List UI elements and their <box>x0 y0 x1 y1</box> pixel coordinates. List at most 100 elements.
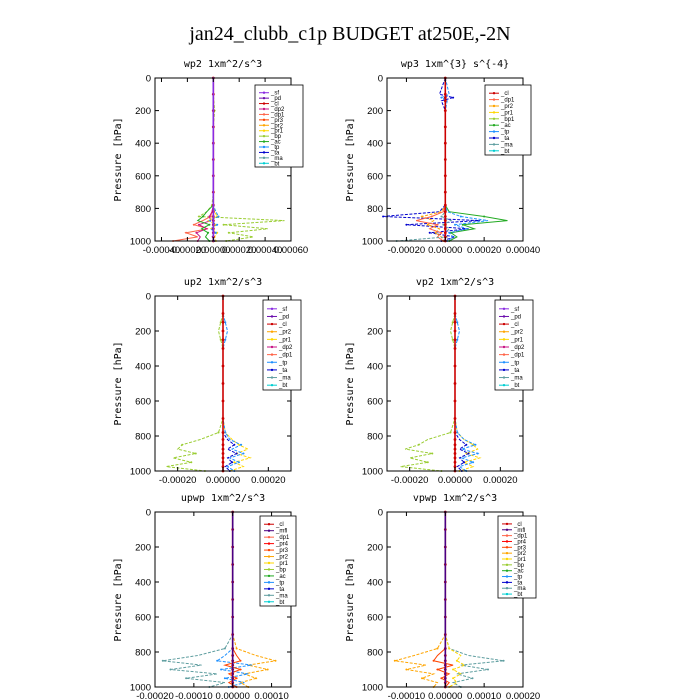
data-point <box>426 223 429 226</box>
x-tick-label: 0.00060 <box>274 245 308 256</box>
y-tick-label: 0 <box>378 74 383 85</box>
data-point <box>459 215 462 218</box>
legend-marker <box>267 535 271 539</box>
data-point <box>443 210 447 214</box>
data-point <box>221 438 225 441</box>
legend-entry: _dp2 <box>510 345 525 351</box>
y-tick-label: 0 <box>378 508 383 519</box>
y-tick-label: 0 <box>378 292 383 303</box>
data-point <box>453 443 457 447</box>
legend: _sf_pd _cl _pr2_pr1 _dp2 _dp1_tp _ta _ma_bt <box>262 299 302 391</box>
legend-entry: _bp1 <box>500 117 515 123</box>
legend-entry: _pr2 <box>510 330 524 336</box>
x-tick-label: -0.00010 <box>388 691 426 700</box>
legend-entry: _sf <box>510 307 519 313</box>
legend-marker <box>505 563 509 567</box>
data-point <box>231 659 234 662</box>
data-point <box>442 223 445 226</box>
series-line-pr3 <box>432 512 454 688</box>
legend: _cl_mfl_dp1_pr4_pr3_pr2_pr1_bp_ac_tp_ta_… <box>497 515 537 599</box>
legend-marker <box>262 140 266 143</box>
legend-marker <box>492 130 496 133</box>
data-point <box>436 647 439 650</box>
data-point <box>487 668 489 671</box>
legend-entry: _ta <box>500 136 510 142</box>
data-point <box>453 329 457 333</box>
data-point <box>221 456 225 460</box>
data-point <box>453 338 457 342</box>
data-point <box>453 431 457 434</box>
data-point <box>212 215 215 218</box>
legend-marker <box>505 557 509 561</box>
series-line-ma <box>162 512 234 688</box>
data-point <box>451 321 454 324</box>
data-point <box>443 99 447 103</box>
data-point <box>456 338 459 341</box>
data-point <box>221 452 225 455</box>
legend-entry: _pr2 <box>275 555 289 561</box>
data-point <box>201 215 204 218</box>
data-point <box>421 215 423 218</box>
legend-marker <box>267 555 271 558</box>
legend-marker <box>502 307 506 311</box>
legend-entry: _pd <box>270 96 281 102</box>
legend-entry: _cl <box>510 322 519 328</box>
data-point <box>443 219 447 223</box>
data-point <box>393 659 396 662</box>
y-axis-label: Pressure [hPa] <box>113 117 124 201</box>
data-point <box>233 443 236 446</box>
legend-entry: _ma <box>513 586 526 592</box>
legend: _cl_mfl_dp1_pr4_pr3_pr2_pr1_bp_ac_tp_ta_… <box>259 515 297 607</box>
y-tick-label: 200 <box>135 543 151 554</box>
data-point <box>274 659 277 662</box>
data-point <box>483 215 486 218</box>
data-point <box>474 443 477 446</box>
legend-entry: _pd <box>278 314 289 320</box>
y-tick-label: 0 <box>146 508 151 519</box>
data-point <box>444 659 447 662</box>
data-point <box>456 321 459 324</box>
legend-entry: _cl <box>278 322 287 328</box>
legend-marker <box>492 143 496 146</box>
legend-marker <box>267 548 271 552</box>
data-point <box>212 223 215 226</box>
x-tick-label: -0.00020 <box>169 245 207 256</box>
series-line-ma <box>396 78 453 242</box>
legend-marker <box>505 546 509 549</box>
x-tick-label: 0.00020 <box>467 245 501 256</box>
legend-entry: _pr2 <box>270 123 284 129</box>
data-point <box>421 677 423 680</box>
data-point <box>451 338 454 341</box>
data-point <box>428 231 431 234</box>
y-tick-label: 1000 <box>130 237 151 248</box>
legend-marker <box>492 104 496 108</box>
x-tick-label: 0.00000 <box>428 691 462 700</box>
legend-entry: _ma <box>500 142 513 148</box>
legend-marker <box>270 353 274 356</box>
data-point <box>221 460 225 464</box>
legend-entry: _tp <box>278 360 288 366</box>
data-point <box>223 677 226 680</box>
data-point <box>452 96 455 99</box>
data-point <box>449 431 452 434</box>
legend-entry: _ac <box>500 123 511 129</box>
data-point <box>212 231 215 234</box>
data-point <box>219 321 222 324</box>
legend-entry: _tp <box>275 580 285 586</box>
data-point <box>231 616 234 618</box>
x-tick-label: 0.00020 <box>251 475 285 486</box>
legend-marker <box>502 376 506 379</box>
x-tick-label: 0.00000 <box>428 245 462 256</box>
data-point <box>453 364 457 368</box>
data-point <box>450 231 453 234</box>
legend-entry: _dp2 <box>270 107 285 113</box>
data-point <box>453 460 457 464</box>
legend-marker <box>505 592 509 596</box>
y-tick-label: 800 <box>367 204 383 215</box>
legend-box <box>484 84 532 156</box>
data-point <box>221 329 225 333</box>
data-point <box>453 465 457 468</box>
data-point <box>443 190 447 194</box>
legend-entry: _bt <box>500 149 510 155</box>
data-point <box>192 223 195 226</box>
